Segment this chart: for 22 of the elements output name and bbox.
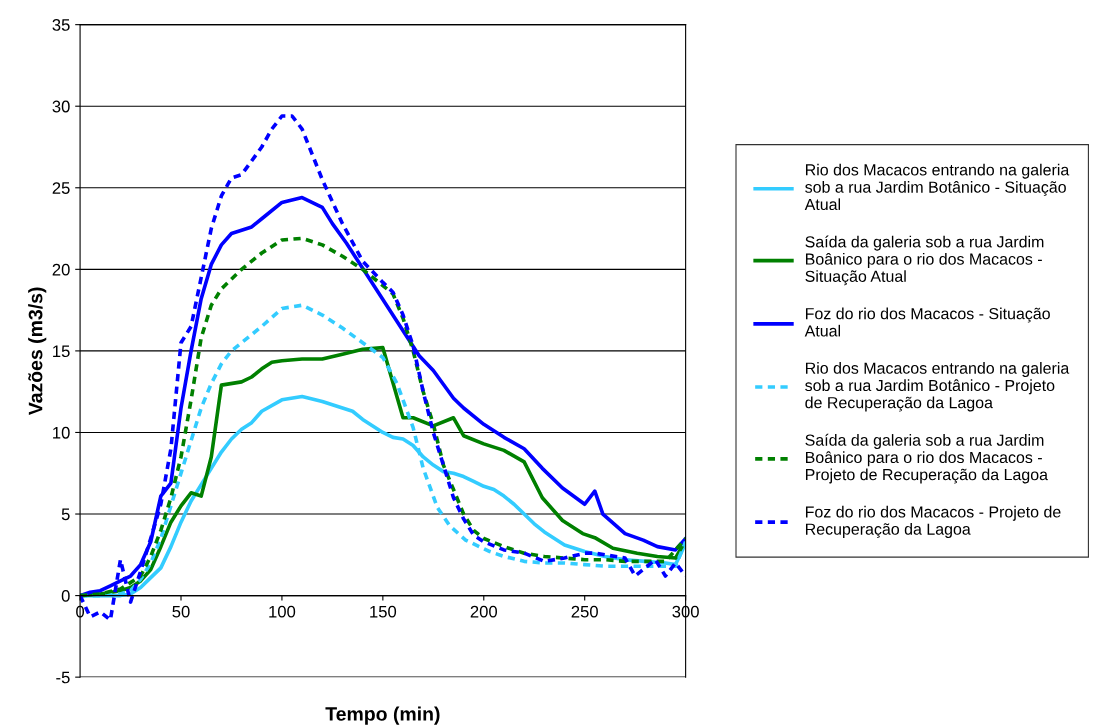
legend-label: Foz do rio dos Macacos - Situação Atual [804,307,1050,337]
y-tick-label: 20 [52,263,70,276]
y-tick-label: 0 [61,589,70,602]
y-axis-title: Vazões (m3/s) [28,287,47,416]
y-tick-label: 10 [53,426,70,439]
legend-label: Saída da galeria sob a rua Jardim Boânico para o rio dos Macacos - Situação Atual [805,235,1044,286]
legend-label: Rio dos Macacos entrando na galeria sob a rua Jardim Botânico - Situação Atual [804,163,1070,211]
x-tick-label: 200 [470,605,498,618]
x-tick-label: 150 [370,605,397,618]
y-tick-label: 30 [52,100,70,113]
y-tick-label: -5 [56,671,70,684]
legend-label: Foz do rio dos Macacos - Projeto de Recuperação da Lagoa [805,505,1061,539]
x-tick-label: 50 [172,605,190,618]
legend-label: Rio dos Macacos entrando na galeria sob a rua Jardim Botânico - Projeto de Recuperação da Lagoa [805,362,1070,412]
legend-label: Saída da galeria sob a rua Jardim Boânico para o rio dos Macacos - Projeto de Recuperação da Lagoa [805,433,1048,484]
x-tick-label: 250 [571,605,598,618]
y-tick-label: 35 [52,19,70,31]
y-tick-label: 15 [53,345,70,358]
x-tick-label: 100 [269,605,296,618]
y-tick-label: 25 [52,182,70,194]
x-axis-title: Tempo (min) [325,706,440,725]
y-tick-label: 5 [61,508,70,521]
